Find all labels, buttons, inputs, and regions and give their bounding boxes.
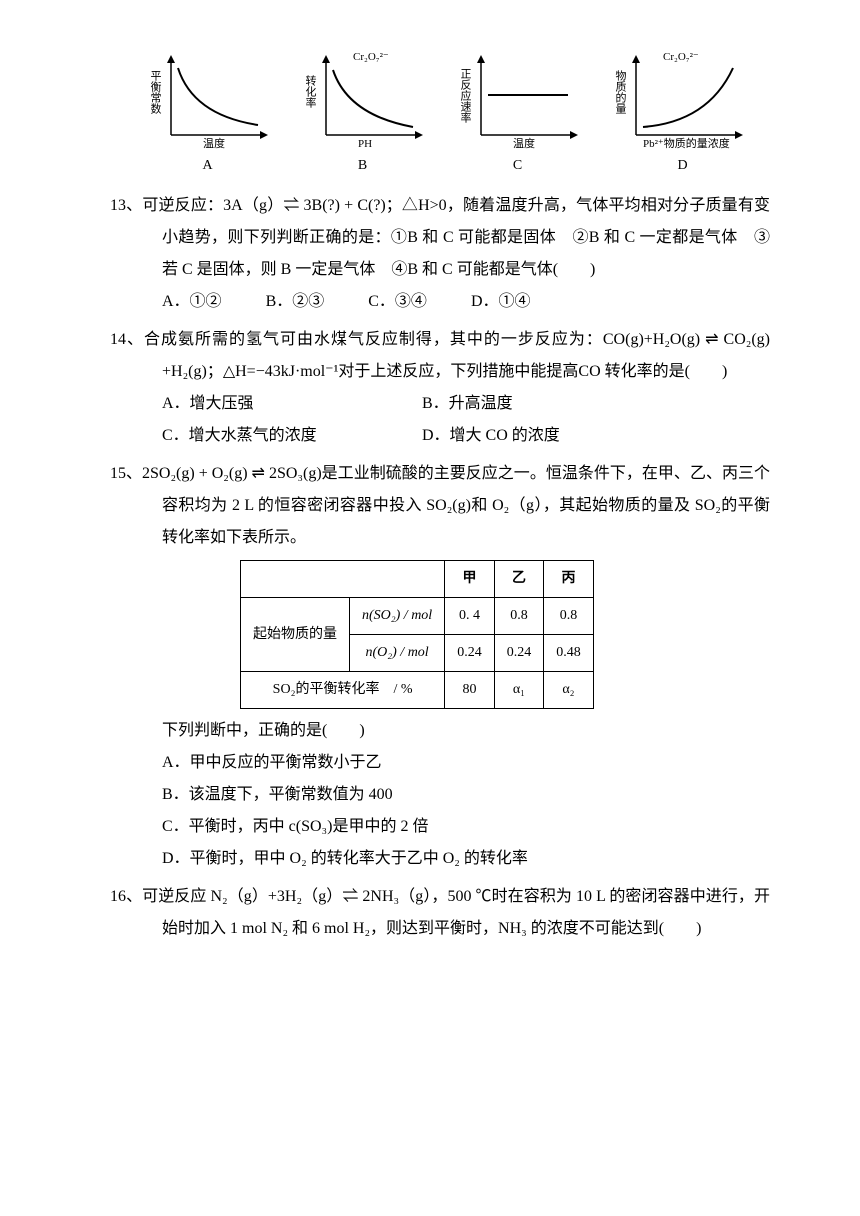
table-cell: 80 xyxy=(445,672,495,709)
chart-a-label: A xyxy=(202,152,212,180)
table-row: 甲 乙 丙 xyxy=(241,561,594,598)
table-cell: n(O₂) / mol xyxy=(350,635,445,672)
q13-opt-a: A．①② xyxy=(162,286,222,318)
table-cell: α₁ xyxy=(494,672,544,709)
q15-pre: 15、2SO₂(g) + O₂(g) ⇌ 2SO₃(g)是工业制硫酸的主要反应之… xyxy=(110,458,770,554)
table-header-yi: 乙 xyxy=(494,561,544,598)
chart-d-label: D xyxy=(677,152,687,180)
table-cell: SO₂的平衡转化率 / % xyxy=(241,672,445,709)
q13-opt-d: D．①④ xyxy=(471,286,531,318)
chart-b-label: B xyxy=(358,152,367,180)
chart-c-xlabel: 温度 xyxy=(513,136,535,150)
q15-opt-b: B．该温度下，平衡常数值为 400 xyxy=(162,779,770,811)
table-cell: 0. 4 xyxy=(445,598,495,635)
q14-opt-a: A．增大压强 xyxy=(162,388,422,420)
chart-b-svg: Cr₂O₇²⁻ 转化率 PH xyxy=(298,50,428,150)
table-cell: 0.8 xyxy=(544,598,594,635)
q14-options: A．增大压强 B．升高温度 C．增大水蒸气的浓度 D．增大 CO 的浓度 xyxy=(110,388,770,452)
table-row: 起始物质的量 n(SO₂) / mol 0. 4 0.8 0.8 xyxy=(241,598,594,635)
q13-options: A．①② B．②③ C．③④ D．①④ xyxy=(110,286,770,318)
chart-a-ylabel: 平衡常数 xyxy=(149,70,162,115)
table-row: SO₂的平衡转化率 / % 80 α₁ α₂ xyxy=(241,672,594,709)
q16-text: 16、可逆反应 N₂（g）+3H₂（g）⇌ 2NH₃（g），500 ℃时在容积为… xyxy=(110,881,770,945)
q13-opt-c: C．③④ xyxy=(368,286,427,318)
q13-opt-b: B．②③ xyxy=(266,286,325,318)
chart-d-svg: Cr₂O₇²⁻ 物质的量 Pb²⁺物质的量浓度 xyxy=(608,50,758,150)
table-header-jia: 甲 xyxy=(445,561,495,598)
chart-a-svg: 平衡常数 温度 xyxy=(143,50,273,150)
q13-text: 13、可逆反应：3A（g）⇌ 3B(?) + C(?)；△H>0，随着温度升高，… xyxy=(110,190,770,286)
q15-options: A．甲中反应的平衡常数小于乙 B．该温度下，平衡常数值为 400 C．平衡时，丙… xyxy=(110,747,770,875)
q15-post: 下列判断中，正确的是( ) xyxy=(110,715,770,747)
chart-b-ylabel: 转化率 xyxy=(304,74,317,109)
table-cell: 0.8 xyxy=(494,598,544,635)
table-cell: n(SO₂) / mol xyxy=(350,598,445,635)
chart-c: 正反应速率 温度 C xyxy=(453,50,583,180)
table-rowgroup: 起始物质的量 xyxy=(241,598,350,672)
chart-d: Cr₂O₇²⁻ 物质的量 Pb²⁺物质的量浓度 D xyxy=(608,50,758,180)
q15-opt-d: D．平衡时，甲中 O₂ 的转化率大于乙中 O₂ 的转化率 xyxy=(162,843,770,875)
chart-c-svg: 正反应速率 温度 xyxy=(453,50,583,150)
table-cell: 0.48 xyxy=(544,635,594,672)
chart-d-ylabel: 物质的量 xyxy=(614,69,627,114)
table-cell: 0.24 xyxy=(445,635,495,672)
charts-row: 平衡常数 温度 A Cr₂O₇²⁻ 转化率 PH B 正反应速率 xyxy=(130,50,770,180)
table-header-blank xyxy=(241,561,445,598)
table-cell: 0.24 xyxy=(494,635,544,672)
q15-opt-c: C．平衡时，丙中 c(SO₃)是甲中的 2 倍 xyxy=(162,811,770,843)
chart-b: Cr₂O₇²⁻ 转化率 PH B xyxy=(298,50,428,180)
chart-d-xlabel: Pb²⁺物质的量浓度 xyxy=(643,136,730,150)
chart-c-label: C xyxy=(513,152,522,180)
q14-opt-b: B．升高温度 xyxy=(422,388,513,420)
table-header-bing: 丙 xyxy=(544,561,594,598)
q15-table: 甲 乙 丙 起始物质的量 n(SO₂) / mol 0. 4 0.8 0.8 n… xyxy=(240,560,594,709)
chart-a-xlabel: 温度 xyxy=(203,136,225,150)
chart-b-toplabel: Cr₂O₇²⁻ xyxy=(353,51,389,63)
table-cell: α₂ xyxy=(544,672,594,709)
chart-b-xlabel: PH xyxy=(358,138,372,150)
chart-a: 平衡常数 温度 A xyxy=(143,50,273,180)
q14-text: 14、合成氨所需的氢气可由水煤气反应制得，其中的一步反应为：CO(g)+H₂O(… xyxy=(110,324,770,388)
q15-opt-a: A．甲中反应的平衡常数小于乙 xyxy=(162,747,770,779)
q14-opt-d: D．增大 CO 的浓度 xyxy=(422,420,560,452)
q14-opt-c: C．增大水蒸气的浓度 xyxy=(162,420,422,452)
chart-c-ylabel: 正反应速率 xyxy=(459,68,472,124)
chart-d-toplabel: Cr₂O₇²⁻ xyxy=(663,51,699,63)
